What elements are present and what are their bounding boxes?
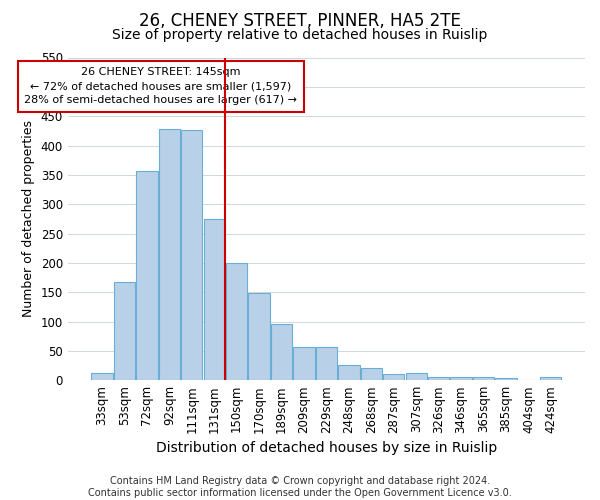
Bar bbox=[226, 263, 247, 380]
Bar bbox=[293, 348, 314, 380]
Bar bbox=[406, 373, 427, 380]
Bar bbox=[473, 377, 494, 380]
Bar bbox=[540, 377, 562, 380]
Bar bbox=[114, 282, 135, 380]
Bar bbox=[248, 294, 270, 380]
Text: Contains HM Land Registry data © Crown copyright and database right 2024.
Contai: Contains HM Land Registry data © Crown c… bbox=[88, 476, 512, 498]
Bar bbox=[203, 219, 225, 380]
Bar bbox=[271, 324, 292, 380]
Bar bbox=[316, 348, 337, 380]
Text: 26, CHENEY STREET, PINNER, HA5 2TE: 26, CHENEY STREET, PINNER, HA5 2TE bbox=[139, 12, 461, 30]
Bar bbox=[495, 378, 517, 380]
Bar bbox=[338, 365, 359, 380]
X-axis label: Distribution of detached houses by size in Ruislip: Distribution of detached houses by size … bbox=[156, 441, 497, 455]
Bar bbox=[361, 368, 382, 380]
Y-axis label: Number of detached properties: Number of detached properties bbox=[22, 120, 35, 318]
Text: Size of property relative to detached houses in Ruislip: Size of property relative to detached ho… bbox=[112, 28, 488, 42]
Bar bbox=[158, 129, 180, 380]
Bar bbox=[181, 130, 202, 380]
Bar bbox=[451, 377, 472, 380]
Bar bbox=[136, 170, 158, 380]
Bar bbox=[383, 374, 404, 380]
Bar bbox=[91, 372, 113, 380]
Bar bbox=[428, 376, 449, 380]
Text: 26 CHENEY STREET: 145sqm
← 72% of detached houses are smaller (1,597)
28% of sem: 26 CHENEY STREET: 145sqm ← 72% of detach… bbox=[25, 67, 298, 105]
